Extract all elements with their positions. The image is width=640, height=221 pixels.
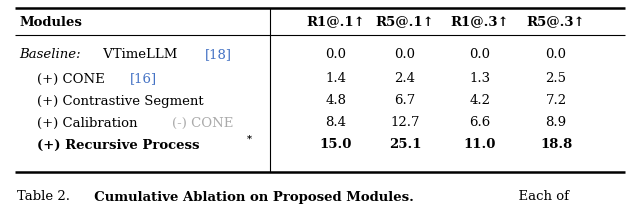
Text: Modules: Modules: [19, 15, 82, 29]
Text: 15.0: 15.0: [320, 139, 352, 152]
Text: Baseline:: Baseline:: [19, 48, 81, 61]
Text: (+) Contrastive Segment: (+) Contrastive Segment: [37, 95, 204, 107]
Text: [16]: [16]: [130, 72, 157, 86]
Text: 0.0: 0.0: [394, 48, 415, 61]
Text: (+) Calibration: (+) Calibration: [37, 116, 141, 130]
Text: R1@.1↑: R1@.1↑: [307, 15, 365, 29]
Text: [18]: [18]: [205, 48, 232, 61]
Text: 4.2: 4.2: [470, 95, 490, 107]
Text: 11.0: 11.0: [464, 139, 496, 152]
Text: (+) CONE: (+) CONE: [37, 72, 109, 86]
Text: 1.4: 1.4: [326, 72, 346, 86]
Text: 6.7: 6.7: [394, 95, 415, 107]
Text: 4.8: 4.8: [326, 95, 346, 107]
Text: 25.1: 25.1: [388, 139, 421, 152]
Text: 0.0: 0.0: [326, 48, 346, 61]
Text: R5@.1↑: R5@.1↑: [376, 15, 435, 29]
Text: 8.4: 8.4: [326, 116, 346, 130]
Text: 12.7: 12.7: [390, 116, 420, 130]
Text: *: *: [246, 135, 252, 143]
Text: Table 2.: Table 2.: [17, 191, 70, 204]
Text: (-) CONE: (-) CONE: [172, 116, 234, 130]
Text: 0.0: 0.0: [470, 48, 490, 61]
Text: 0.0: 0.0: [545, 48, 566, 61]
Text: (+) Recursive Process: (+) Recursive Process: [37, 139, 200, 152]
Text: Cumulative Ablation on Proposed Modules.: Cumulative Ablation on Proposed Modules.: [85, 191, 414, 204]
Text: 7.2: 7.2: [545, 95, 566, 107]
Text: 8.9: 8.9: [545, 116, 566, 130]
Text: 6.6: 6.6: [469, 116, 491, 130]
Text: VTimeLLM: VTimeLLM: [99, 48, 181, 61]
Text: R1@.3↑: R1@.3↑: [451, 15, 509, 29]
Text: R5@.3↑: R5@.3↑: [527, 15, 586, 29]
Text: Each of: Each of: [509, 191, 569, 204]
Text: 18.8: 18.8: [540, 139, 572, 152]
Text: 2.5: 2.5: [545, 72, 566, 86]
Text: 1.3: 1.3: [469, 72, 491, 86]
Text: 2.4: 2.4: [394, 72, 415, 86]
